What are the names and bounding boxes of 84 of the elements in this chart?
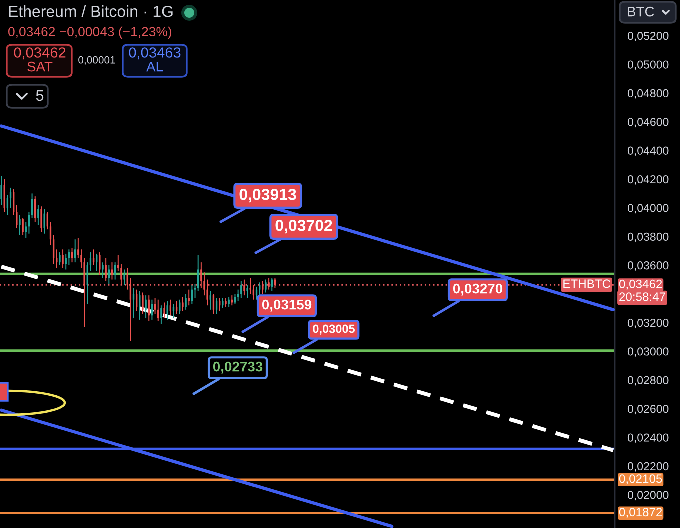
candlestick [108, 264, 110, 285]
text: 0,03462 −0,00043 (−1,23%) [8, 26, 172, 40]
chart-title: Ethereum / Bitcoin · 1G [9, 6, 173, 18]
candlestick [244, 279, 246, 296]
y-tick-label: 0,03200 [628, 318, 669, 328]
annotation: 0,03702 [276, 220, 332, 234]
candlestick [154, 298, 156, 315]
candlestick [130, 278, 132, 342]
candlestick [99, 252, 101, 276]
text: 20:58:47 [620, 292, 666, 302]
annotation: 0,03159 [262, 300, 312, 312]
y-tick-label: 0,04200 [628, 175, 669, 185]
y-tick-label: 0,03800 [628, 232, 669, 242]
annotation: 0,03913 [240, 188, 296, 203]
y-tick-label: 0,03600 [628, 262, 669, 272]
candlestick [237, 289, 240, 302]
annotation: 0,02733 [213, 362, 263, 374]
candlestick [52, 234, 55, 264]
candlestick [44, 208, 46, 234]
candlestick [124, 269, 126, 286]
annotation: 5 [36, 90, 44, 102]
annotation: 0,03270 [453, 284, 503, 296]
candlestick [142, 292, 144, 315]
candlestick [185, 294, 187, 310]
y-tick-label: 0,02000 [628, 491, 669, 501]
text: BTC [628, 6, 654, 17]
annotation: 0,03005 [313, 324, 356, 335]
candlestick [170, 299, 172, 316]
candlestick [62, 249, 64, 269]
y-tick-label: 0,02200 [628, 462, 669, 472]
candlestick [111, 262, 114, 280]
candlestick [268, 278, 270, 290]
candlestick [160, 305, 162, 325]
annotation: ETHBTC [564, 280, 611, 288]
candlestick [194, 284, 196, 299]
candlestick [136, 289, 138, 312]
annotation: AL [146, 62, 164, 72]
ref-line-label: 0,03462 [619, 280, 662, 290]
candlestick [40, 206, 42, 233]
ref-line-label: 0,02105 [619, 474, 662, 485]
candlestick [258, 282, 261, 296]
candlestick [246, 285, 248, 299]
candlestick [197, 254, 200, 292]
y-tick-label: 0,05000 [628, 60, 669, 70]
candlestick [166, 300, 168, 320]
candlestick [212, 294, 215, 315]
candlestick [222, 298, 224, 309]
candlestick [176, 300, 178, 315]
candlestick [172, 304, 175, 320]
candlestick [210, 290, 212, 310]
ref-line-label: 0,01872 [619, 508, 662, 518]
candlestick [265, 279, 267, 294]
annotation: 0,00001 [78, 56, 116, 66]
candlestick [74, 239, 76, 264]
candlestick [105, 258, 107, 282]
y-tick-label: 0,02600 [628, 405, 669, 415]
candlestick [0, 176, 2, 206]
candlestick [164, 302, 166, 320]
annotation: 0,03462 [14, 48, 66, 60]
candlestick [68, 249, 70, 266]
candlestick [132, 288, 135, 320]
candlestick [19, 214, 21, 236]
candlestick [102, 262, 104, 279]
candlestick [71, 248, 74, 264]
candlestick [182, 296, 184, 312]
candlestick [188, 289, 190, 306]
candlestick [50, 222, 52, 246]
candlestick [38, 204, 40, 226]
y-tick-label: 0,02800 [628, 376, 669, 386]
annotation: 0,03463 [129, 48, 181, 60]
y-tick-label: 0,04400 [628, 146, 669, 156]
y-tick-label: 0,04600 [628, 118, 669, 128]
candlestick [228, 296, 230, 308]
annotation: SAT [28, 62, 53, 72]
candlestick [139, 290, 141, 320]
candlestick [22, 218, 24, 236]
y-tick-label: 0,05200 [628, 32, 669, 42]
y-tick-label: 0,02400 [628, 434, 669, 444]
candlestick [59, 252, 61, 266]
y-tick-label: 0,03000 [628, 348, 669, 358]
candlestick [179, 299, 181, 315]
y-tick-label: 0,04000 [628, 204, 669, 214]
candlestick [145, 295, 147, 320]
y-tick-label: 0,04800 [628, 89, 669, 99]
